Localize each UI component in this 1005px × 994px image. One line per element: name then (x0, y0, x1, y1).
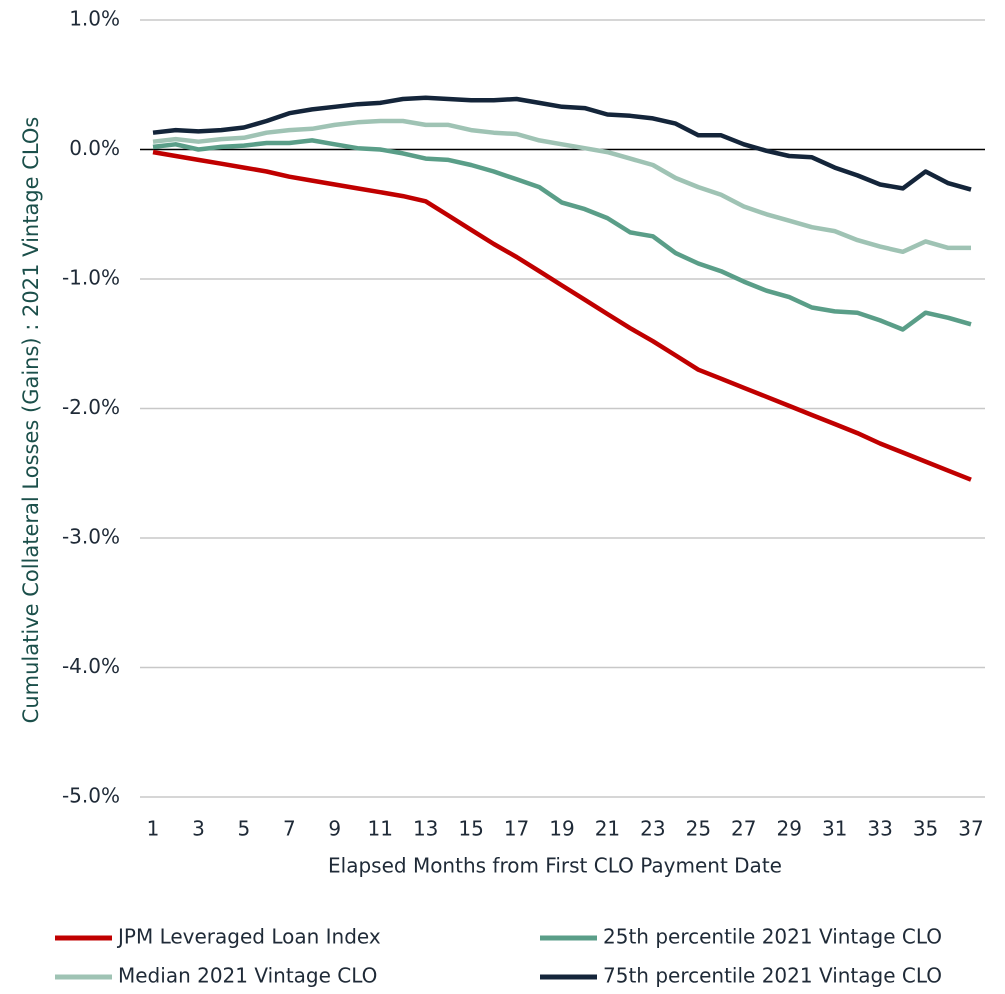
x-tick-label: 15 (458, 817, 483, 841)
y-tick-label: -2.0% (62, 395, 120, 419)
legend-label: JPM Leveraged Loan Index (116, 925, 381, 949)
x-axis-label: Elapsed Months from First CLO Payment Da… (328, 854, 782, 878)
x-tick-label: 21 (595, 817, 620, 841)
y-tick-label: -1.0% (62, 266, 120, 290)
legend-label: 25th percentile 2021 Vintage CLO (603, 925, 942, 949)
series-line (152, 118, 971, 255)
x-tick-label: 35 (913, 817, 938, 841)
series-line (152, 138, 972, 332)
x-tick-label: 27 (731, 817, 756, 841)
series-line (152, 95, 972, 192)
x-tick-label: 11 (367, 817, 392, 841)
x-tick-label: 3 (192, 817, 205, 841)
legend-label: 75th percentile 2021 Vintage CLO (603, 964, 942, 988)
y-tick-label: 1.0% (69, 7, 120, 31)
x-tick-label: 13 (413, 817, 438, 841)
x-tick-label: 31 (822, 817, 847, 841)
x-tick-label: 19 (549, 817, 574, 841)
y-tick-label: -4.0% (62, 654, 120, 678)
x-tick-label: 25 (686, 817, 711, 841)
y-tick-label: -5.0% (62, 784, 120, 808)
x-tick-label: 33 (867, 817, 892, 841)
y-axis-label: Cumulative Collateral Losses (Gains) : 2… (19, 117, 43, 724)
x-tick-label: 17 (504, 817, 529, 841)
series-line (152, 149, 972, 482)
legend-label: Median 2021 Vintage CLO (118, 964, 377, 988)
x-tick-label: 7 (283, 817, 296, 841)
x-tick-label: 29 (776, 817, 801, 841)
x-tick-label: 37 (958, 817, 983, 841)
x-tick-label: 9 (328, 817, 341, 841)
x-tick-label: 23 (640, 817, 665, 841)
x-tick-label: 5 (238, 817, 251, 841)
x-tick-label: 1 (147, 817, 160, 841)
y-tick-label: -3.0% (62, 525, 120, 549)
y-tick-label: 0.0% (69, 136, 120, 160)
